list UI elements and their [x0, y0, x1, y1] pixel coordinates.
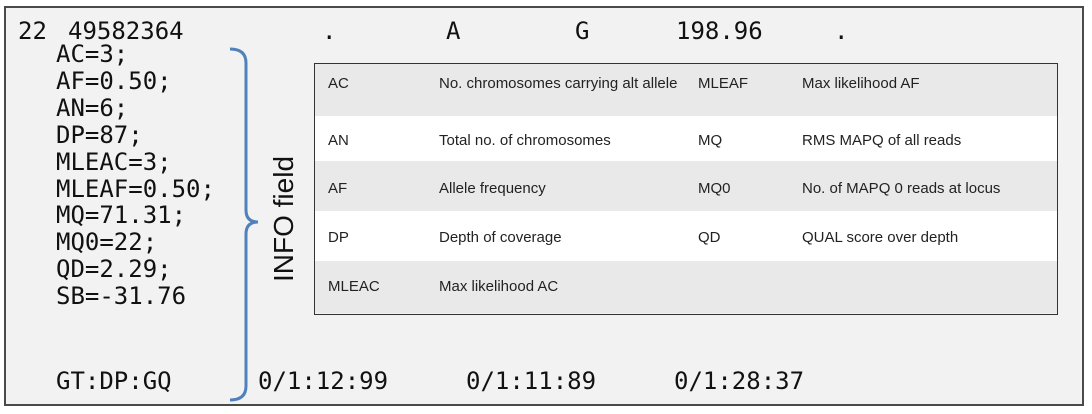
table-description: Max likelihood AF — [802, 75, 920, 92]
table-key: MQ — [698, 132, 723, 149]
info-entry: AC=3; — [56, 40, 129, 68]
info-entry: SB=-31.76 — [56, 282, 187, 311]
table-key: MLEAF — [698, 75, 749, 92]
table-key: AN — [328, 132, 349, 149]
format-value: GT:DP:GQ — [56, 367, 172, 395]
position-value: 49582364 — [68, 17, 184, 45]
sample-genotype-2: 0/1:11:89 — [466, 367, 597, 395]
table-key: DP — [328, 229, 349, 246]
info-field-list: AC=3; AF=0.50; AN=6; DP=87; MLEAC=3; MLE… — [56, 41, 215, 310]
table-key: AC — [328, 75, 349, 92]
table-description: Depth of coverage — [439, 229, 562, 246]
table-description: No. of MAPQ 0 reads at locus — [802, 180, 1001, 197]
info-entry: MQ=71.31; — [56, 201, 187, 230]
table-description: Max likelihood AC — [439, 278, 559, 295]
chrom-value: 22 — [18, 17, 47, 45]
ref-allele: A — [446, 17, 461, 45]
table-key: MQ0 — [698, 180, 731, 197]
info-entry: DP=87; — [56, 120, 143, 149]
table-key: QD — [698, 229, 721, 246]
table-row: AC No. chromosomes carrying alt allele M… — [315, 64, 1057, 116]
table-description: Allele frequency — [439, 180, 546, 197]
info-entry: MLEAC=3; — [56, 147, 172, 176]
id-value: . — [322, 17, 337, 45]
sample-genotype-3: 0/1:28:37 — [674, 367, 805, 395]
info-entry: AN=6; — [56, 93, 129, 122]
table-row: DP Depth of coverage QD QUAL score over … — [315, 211, 1057, 261]
table-description: RMS MAPQ of all reads — [802, 132, 962, 149]
table-row: AN Total no. of chromosomes MQ RMS MAPQ … — [315, 116, 1057, 161]
info-entry: AF=0.50; — [56, 66, 172, 95]
table-key: AF — [328, 180, 348, 197]
table-description: Total no. of chromosomes — [439, 132, 611, 149]
info-entry: MLEAF=0.50; — [56, 174, 215, 203]
info-abbreviation-table: AC No. chromosomes carrying alt allele M… — [314, 63, 1058, 315]
table-description: No. chromosomes carrying alt allele — [439, 75, 678, 92]
table-row: AF Allele frequency MQ0 No. of MAPQ 0 re… — [315, 161, 1057, 211]
table-description: QUAL score over depth — [802, 229, 959, 246]
filter-value: . — [834, 17, 849, 45]
table-row: MLEAC Max likelihood AC — [315, 261, 1057, 313]
table-key: MLEAC — [328, 278, 380, 295]
sample-genotype-1: 0/1:12:99 — [258, 367, 389, 395]
qual-value: 198.96 — [676, 17, 763, 45]
bracket-path — [229, 47, 259, 402]
info-entry: MQ0=22; — [56, 228, 158, 257]
info-entry: QD=2.29; — [56, 255, 172, 284]
alt-allele: G — [575, 17, 590, 45]
